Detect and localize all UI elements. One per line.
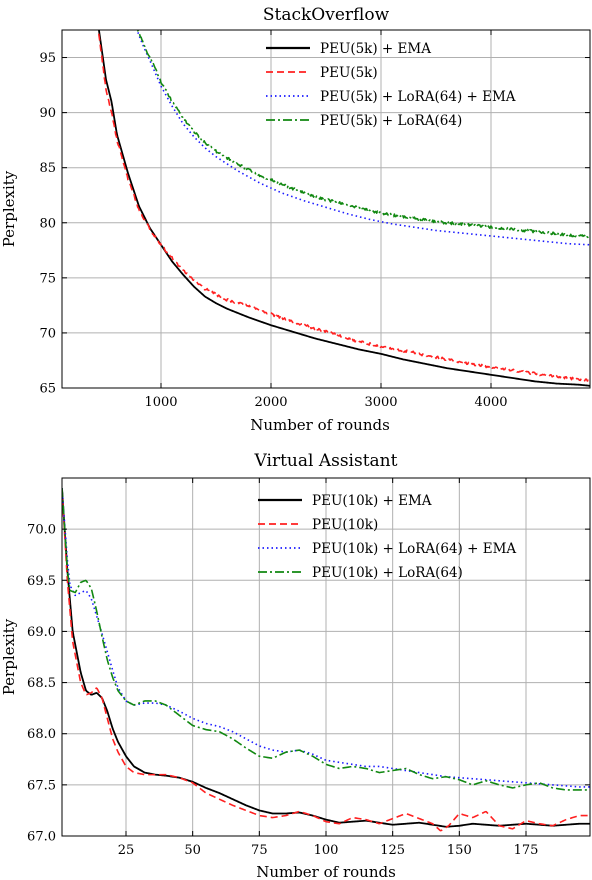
x-tick-label: 175 <box>514 843 539 858</box>
legend-label-3: PEU(5k) + LoRA(64) <box>320 113 462 129</box>
x-axis-label: Number of rounds <box>250 416 390 434</box>
chart-title: Virtual Assistant <box>254 451 398 471</box>
y-tick-label: 67.0 <box>27 830 56 845</box>
x-tick-label: 125 <box>380 843 405 858</box>
x-tick-label: 25 <box>118 843 135 858</box>
x-tick-label: 150 <box>447 843 472 858</box>
series-line-1 <box>62 488 590 832</box>
y-axis-label: Perplexity <box>0 170 18 247</box>
chart-panel-virtual-assistant: Virtual Assistant 25 50 75 100 125 150 175 67.0… <box>0 451 591 880</box>
series-line-3 <box>62 488 590 791</box>
x-tick-label: 4000 <box>474 395 507 410</box>
chart-panel-stackoverflow: StackOverflow 1000 2000 3000 4000 65 70 75 80 85… <box>0 5 591 434</box>
y-tick-label: 95 <box>39 51 56 66</box>
y-tick-label: 90 <box>39 106 56 121</box>
x-tick-label: 3000 <box>364 395 397 410</box>
y-tick-label: 85 <box>39 161 56 176</box>
x-tick-label: 2000 <box>254 395 287 410</box>
y-tick-label: 70 <box>39 326 56 341</box>
grid-lines <box>62 30 590 388</box>
data-lines <box>62 488 590 832</box>
y-tick-label: 65 <box>39 382 56 397</box>
legend: PEU(10k) + EMA PEU(10k) PEU(10k) + LoRA(64… <box>258 493 516 581</box>
y-tick-label: 80 <box>39 216 56 231</box>
x-tick-label: 75 <box>251 843 268 858</box>
x-tick-label: 1000 <box>144 395 177 410</box>
y-axis-label: Perplexity <box>0 618 18 695</box>
plot-frame <box>61 29 591 389</box>
x-tick-label: 100 <box>314 843 339 858</box>
legend-label-3: PEU(10k) + LoRA(64) <box>312 565 463 581</box>
x-tick-label: 50 <box>184 843 201 858</box>
legend: PEU(5k) + EMA PEU(5k) PEU(5k) + LoRA(64) +… <box>266 41 516 129</box>
series-line-3 <box>136 30 590 239</box>
legend-label-1: PEU(5k) <box>320 65 378 81</box>
y-tick-label: 75 <box>39 271 56 286</box>
legend-label-1: PEU(10k) <box>312 517 378 533</box>
y-tick-label: 70.0 <box>27 523 56 538</box>
axis-ticks: 25 50 75 100 125 150 175 67.0 67.5 68.0 68.5 69.0 69… <box>27 478 590 858</box>
y-tick-label: 69.0 <box>27 625 56 640</box>
legend-label-0: PEU(5k) + EMA <box>320 41 431 57</box>
series-line-1 <box>97 30 590 382</box>
legend-label-0: PEU(10k) + EMA <box>312 493 432 509</box>
chart-title: StackOverflow <box>263 5 390 25</box>
y-tick-label: 68.5 <box>27 676 56 691</box>
legend-label-2: PEU(10k) + LoRA(64) + EMA <box>312 541 516 557</box>
legend-label-2: PEU(5k) + LoRA(64) + EMA <box>320 89 516 105</box>
y-tick-label: 69.5 <box>27 574 56 589</box>
axis-ticks: 1000 2000 3000 4000 65 70 75 80 85 90 95 <box>39 30 590 410</box>
y-tick-label: 67.5 <box>27 778 56 793</box>
x-axis-label: Number of rounds <box>256 863 396 880</box>
data-lines <box>97 30 590 387</box>
y-tick-label: 68.0 <box>27 727 56 742</box>
